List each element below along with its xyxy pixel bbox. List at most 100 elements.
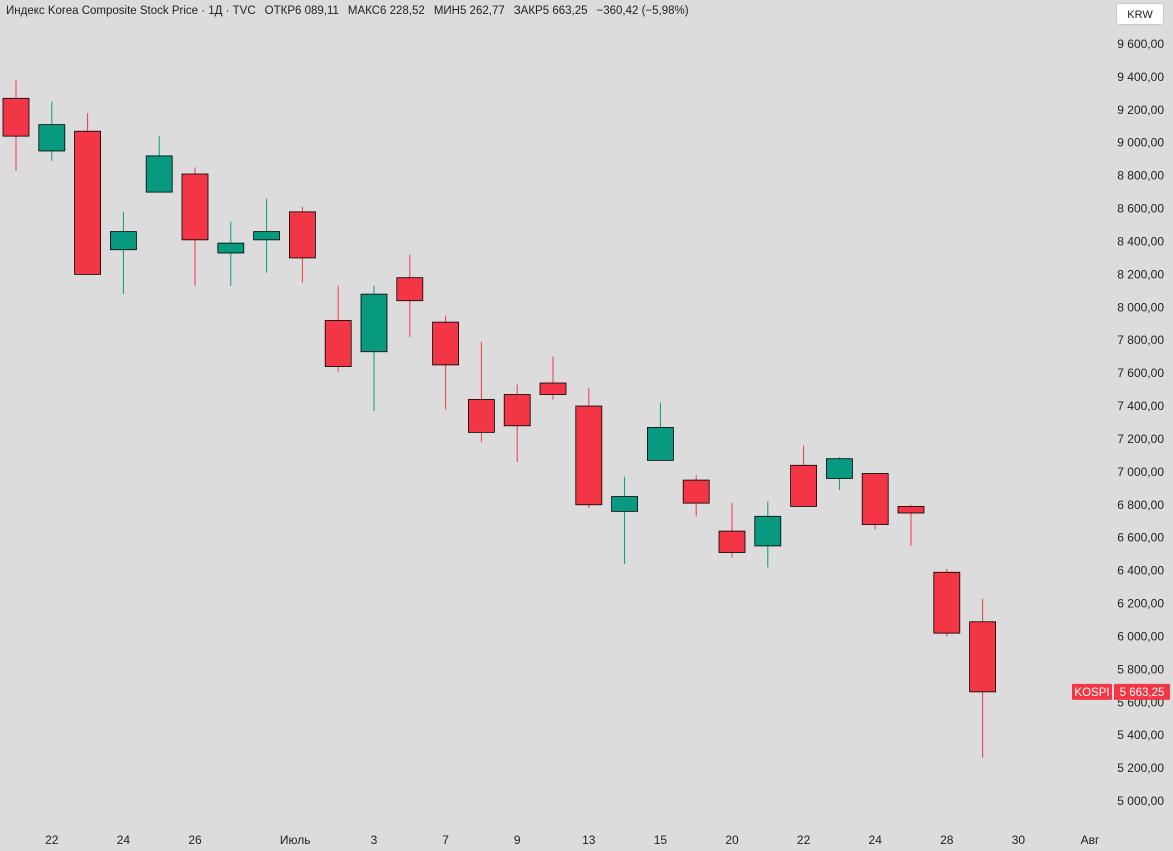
- x-tick-label: 26: [188, 833, 202, 847]
- y-tick-label: 9 400,00: [1117, 70, 1164, 84]
- candle-8[interactable]: [253, 198, 281, 273]
- y-tick-label: 6 200,00: [1117, 597, 1164, 611]
- candle-9[interactable]: [288, 206, 316, 283]
- candles-layer: [2, 80, 996, 758]
- candle-11[interactable]: [360, 285, 388, 411]
- y-tick-label: 5 200,00: [1117, 761, 1164, 775]
- y-tick-label: 7 400,00: [1117, 399, 1164, 413]
- candle-25[interactable]: [861, 473, 889, 530]
- x-tick-label: 28: [940, 833, 954, 847]
- y-tick-label: 6 000,00: [1117, 629, 1164, 643]
- y-tick-label: 7 200,00: [1117, 432, 1164, 446]
- candle-2[interactable]: [38, 101, 66, 161]
- candle-27[interactable]: [933, 568, 961, 637]
- candle-body: [38, 124, 66, 152]
- x-tick-label: 24: [117, 833, 131, 847]
- candle-body: [503, 394, 531, 427]
- currency-button[interactable]: KRW: [1116, 3, 1164, 25]
- candle-3[interactable]: [74, 113, 101, 275]
- candle-16[interactable]: [539, 356, 567, 400]
- y-tick-label: 8 400,00: [1117, 234, 1164, 248]
- candle-body: [432, 321, 460, 366]
- candle-13[interactable]: [432, 315, 460, 410]
- x-tick-label: 3: [371, 833, 378, 847]
- close-value: 5 663,25: [542, 5, 588, 17]
- x-tick-label: 22: [45, 833, 59, 847]
- chart-header: Индекс Korea Composite Stock Price · 1Д …: [6, 5, 689, 21]
- candle-body: [110, 231, 137, 251]
- y-tick-label: 7 000,00: [1117, 465, 1164, 479]
- y-tick-label: 9 000,00: [1117, 136, 1164, 150]
- x-tick-label: 15: [654, 833, 668, 847]
- candle-body: [897, 506, 925, 514]
- candle-body: [2, 97, 30, 137]
- candle-body: [718, 530, 746, 553]
- y-tick-label: 6 400,00: [1117, 564, 1164, 578]
- candle-22[interactable]: [754, 501, 782, 568]
- candle-14[interactable]: [467, 341, 495, 443]
- x-tick-label: 24: [869, 833, 883, 847]
- candle-5[interactable]: [145, 136, 173, 193]
- last-price-badge: KOSPI 5 663,25: [1072, 683, 1170, 700]
- candle-body: [611, 496, 638, 512]
- candle-body: [467, 399, 495, 433]
- x-tick-label: Июль: [280, 833, 311, 847]
- y-tick-label: 8 600,00: [1117, 202, 1164, 216]
- candle-body: [861, 473, 889, 525]
- candle-17[interactable]: [575, 387, 603, 509]
- open-value: 6 089,11: [295, 5, 339, 17]
- x-tick-label: 22: [797, 833, 811, 847]
- high-value: 6 228,52: [380, 5, 425, 17]
- y-tick-label: 8 000,00: [1117, 300, 1164, 314]
- candle-7[interactable]: [217, 221, 245, 286]
- candle-1[interactable]: [2, 80, 30, 171]
- symbol-title: Индекс Korea Composite Stock Price · 1Д …: [6, 5, 256, 17]
- time-axis[interactable]: 22 24 26 Июль 3 7 9 13 15 20 22 24 28 30 Авг: [45, 833, 1100, 847]
- candle-23[interactable]: [790, 445, 817, 507]
- candle-15[interactable]: [503, 384, 531, 462]
- candle-10[interactable]: [324, 285, 352, 372]
- candle-body: [539, 382, 567, 395]
- y-tick-label: 6 600,00: [1117, 531, 1164, 545]
- candle-body: [647, 427, 674, 461]
- candle-body: [217, 242, 245, 254]
- x-tick-label: 7: [442, 833, 449, 847]
- candle-body: [933, 571, 961, 634]
- candle-12[interactable]: [396, 254, 424, 337]
- y-tick-label: 7 800,00: [1117, 333, 1164, 347]
- candle-body: [790, 464, 817, 507]
- candle-19[interactable]: [647, 402, 674, 461]
- candle-body: [360, 293, 388, 353]
- open-label: ОТКР: [264, 5, 295, 17]
- candle-28[interactable]: [969, 598, 996, 758]
- low-label: МИН: [433, 5, 460, 17]
- change-value: −360,42 (−5,98%): [596, 5, 689, 17]
- badge-symbol: KOSPI: [1074, 687, 1109, 699]
- candle-21[interactable]: [718, 503, 746, 558]
- candle-18[interactable]: [611, 476, 638, 565]
- candle-body: [575, 405, 603, 506]
- y-tick-label: 8 800,00: [1117, 169, 1164, 183]
- candle-body: [145, 155, 173, 193]
- candle-body: [754, 515, 782, 547]
- candle-body: [826, 458, 853, 479]
- y-tick-label: 9 200,00: [1117, 103, 1164, 117]
- price-axis[interactable]: 5 000,005 200,005 400,005 600,005 800,00…: [1117, 37, 1164, 808]
- low-value: 5 262,77: [459, 5, 505, 17]
- x-tick-label: 30: [1012, 833, 1026, 847]
- candle-body: [288, 211, 316, 259]
- candle-26[interactable]: [897, 504, 925, 546]
- candle-body: [682, 479, 710, 504]
- y-tick-label: 6 800,00: [1117, 498, 1164, 512]
- badge-value-bg: [1114, 683, 1170, 700]
- candle-6[interactable]: [181, 167, 209, 286]
- candle-24[interactable]: [826, 457, 853, 490]
- candle-body: [181, 173, 209, 241]
- candle-4[interactable]: [110, 211, 137, 295]
- candle-20[interactable]: [682, 475, 710, 517]
- x-tick-label: 20: [725, 833, 739, 847]
- candle-body: [324, 320, 352, 367]
- badge-symbol-bg: [1072, 683, 1112, 700]
- candle-body: [396, 277, 424, 302]
